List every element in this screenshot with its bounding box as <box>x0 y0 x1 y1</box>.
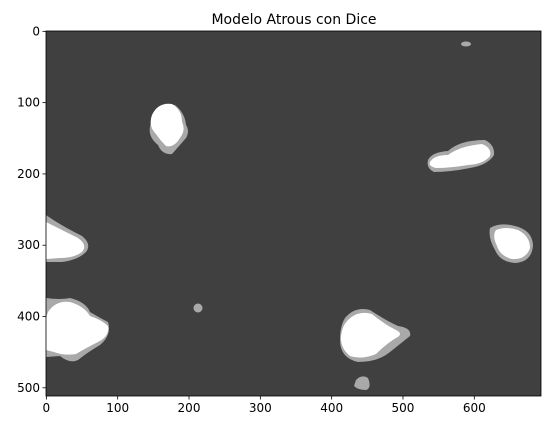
y-tick-label: 0 <box>32 24 40 38</box>
image <box>45 30 542 397</box>
image-background <box>46 31 541 396</box>
axes-frame <box>45 30 542 397</box>
chart-title: Modelo Atrous con Dice <box>211 12 376 28</box>
x-tick-label: 300 <box>249 401 272 415</box>
y-tick-label: 300 <box>17 238 40 252</box>
x-tick-label: 100 <box>106 401 129 415</box>
x-tick-label: 500 <box>392 401 415 415</box>
x-tick-label: 600 <box>463 401 486 415</box>
y-tick-label: 100 <box>17 96 40 110</box>
y-tick-label: 200 <box>17 167 40 181</box>
x-tick-label: 400 <box>320 401 343 415</box>
x-tick-label: 200 <box>178 401 201 415</box>
y-tick-label: 400 <box>17 310 40 324</box>
y-tick-label: 500 <box>17 381 40 395</box>
blob <box>46 103 530 358</box>
x-tick-label: 0 <box>43 401 51 415</box>
